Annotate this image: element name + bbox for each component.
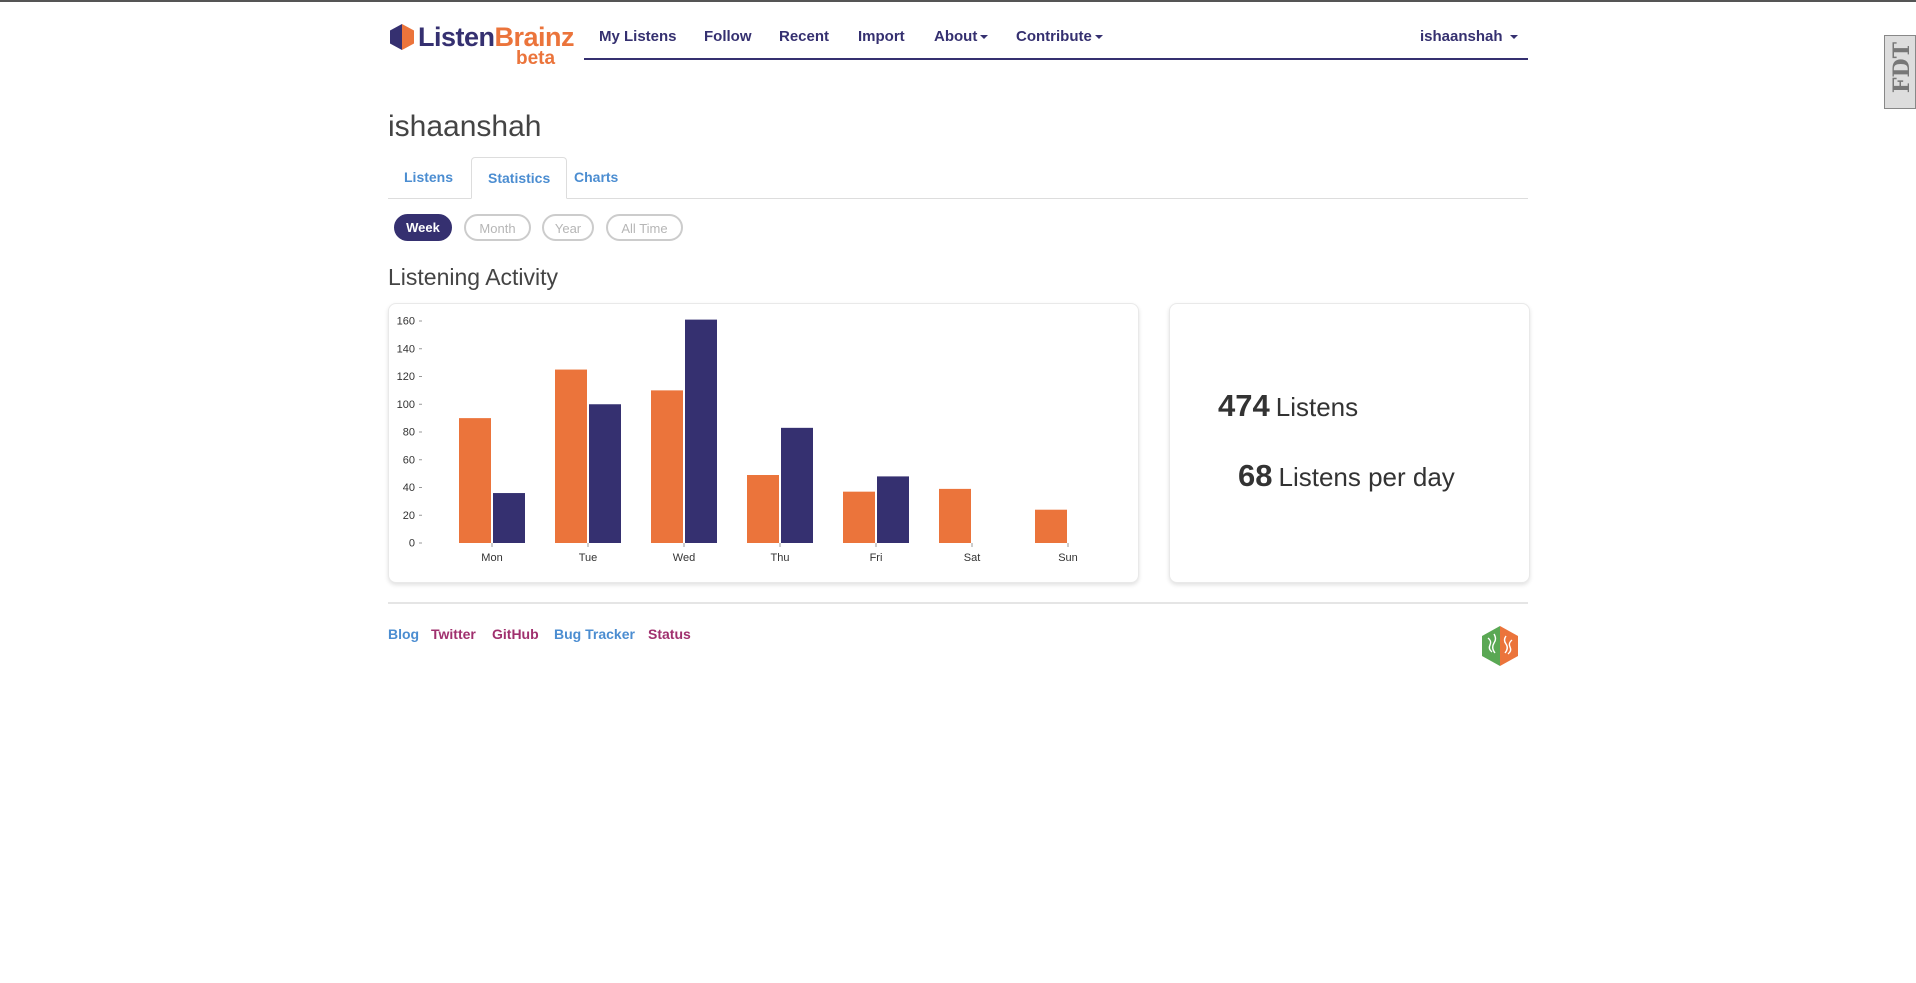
nav-user-dropdown[interactable]: ishaanshah <box>1420 28 1518 45</box>
y-tick-label: 80 <box>403 427 415 439</box>
listen-stats-card: 474 Listens 68 Listens per day <box>1169 303 1530 583</box>
listens-per-day-label: Listens per day <box>1278 462 1455 492</box>
footer-bug-tracker-link[interactable]: Bug Tracker <box>554 626 635 642</box>
nav-follow[interactable]: Follow <box>704 28 752 45</box>
tab-statistics[interactable]: Statistics <box>471 157 568 199</box>
nav-about-label: About <box>934 28 978 45</box>
y-tick-label: 100 <box>397 399 415 411</box>
y-tick-label: 120 <box>397 371 415 383</box>
chart-bar <box>589 404 621 543</box>
x-tick-label: Thu <box>771 552 790 564</box>
listening-activity-chart: 0 20 40 60 80 100 120 140 160 Mon Tue Wed Thu Fri Sat S… <box>397 316 1078 565</box>
nav-my-listens[interactable]: My Listens <box>599 28 677 45</box>
logo-text: ListenBrainz <box>418 22 575 52</box>
total-listens-label: Listens <box>1275 392 1359 422</box>
profile-tabs: Listens Statistics Charts <box>388 157 1528 199</box>
chart-bar <box>843 491 875 543</box>
y-tick-label: 0 <box>409 538 415 550</box>
nav-import[interactable]: Import <box>858 28 905 45</box>
listens-per-day-value: 68 <box>1238 458 1273 493</box>
nav-about-dropdown[interactable]: About <box>934 28 989 45</box>
caret-down-icon <box>1509 35 1518 40</box>
listens-per-day: 68 Listens per day <box>1238 458 1455 494</box>
x-tick-label: Mon <box>481 552 502 564</box>
x-tick-label: Sat <box>964 552 981 564</box>
chart-bar <box>877 476 909 543</box>
chart-bar <box>555 369 587 543</box>
hexagon-logo-icon <box>390 24 414 50</box>
page-title: ishaanshah <box>388 110 542 143</box>
chart-bar <box>747 475 779 543</box>
range-month-button[interactable]: Month <box>464 214 531 241</box>
nav-contribute-label: Contribute <box>1016 28 1092 45</box>
range-all-time-button[interactable]: All Time <box>606 214 683 241</box>
x-tick-label: Wed <box>673 552 695 564</box>
y-tick-label: 20 <box>403 510 415 522</box>
footer-divider <box>388 602 1528 604</box>
x-tick-label: Tue <box>579 552 598 564</box>
nav-user-label: ishaanshah <box>1420 28 1503 45</box>
chart-bar <box>651 390 683 543</box>
tab-charts[interactable]: Charts <box>574 169 619 185</box>
nav-recent[interactable]: Recent <box>779 28 830 45</box>
range-week-button[interactable]: Week <box>394 214 452 241</box>
total-listens: 474 Listens <box>1218 388 1358 424</box>
y-tick-label: 60 <box>403 454 415 466</box>
footer-blog-link[interactable]: Blog <box>388 626 420 642</box>
chart-bar <box>493 493 525 543</box>
edge-badge-tab[interactable]: FDT <box>1884 35 1916 109</box>
chart-bar <box>685 319 717 543</box>
caret-down-icon <box>980 35 989 40</box>
beta-label: beta <box>516 48 556 69</box>
listening-activity-chart-card: 0 20 40 60 80 100 120 140 160 Mon Tue Wed Thu Fri Sat S… <box>388 303 1139 583</box>
total-listens-value: 474 <box>1218 388 1270 423</box>
metabrainz-logo-icon[interactable] <box>1480 624 1520 668</box>
range-year-button[interactable]: Year <box>542 214 594 241</box>
footer-twitter-link[interactable]: Twitter <box>431 626 476 642</box>
footer-status-link[interactable]: Status <box>648 626 691 642</box>
nav-contribute-dropdown[interactable]: Contribute <box>1016 28 1103 45</box>
y-tick-label: 140 <box>397 343 415 355</box>
caret-down-icon <box>1094 35 1103 40</box>
y-tick-label: 40 <box>403 482 415 494</box>
chart-bar <box>939 488 971 543</box>
x-tick-label: Sun <box>1058 552 1078 564</box>
chart-bar <box>459 418 491 543</box>
footer-github-link[interactable]: GitHub <box>492 626 539 642</box>
section-title: Listening Activity <box>388 264 559 290</box>
chart-bar <box>1035 509 1067 543</box>
chart-bar <box>781 427 813 543</box>
main-navbar: My Listens Follow Recent Import About Co… <box>584 20 1528 60</box>
y-tick-label: 160 <box>397 316 415 328</box>
tab-listens[interactable]: Listens <box>404 169 454 185</box>
edge-badge-glyph: FDT <box>1889 42 1915 94</box>
x-tick-label: Fri <box>870 552 883 564</box>
listenbrainz-logo[interactable]: ListenBrainz beta <box>388 22 575 70</box>
